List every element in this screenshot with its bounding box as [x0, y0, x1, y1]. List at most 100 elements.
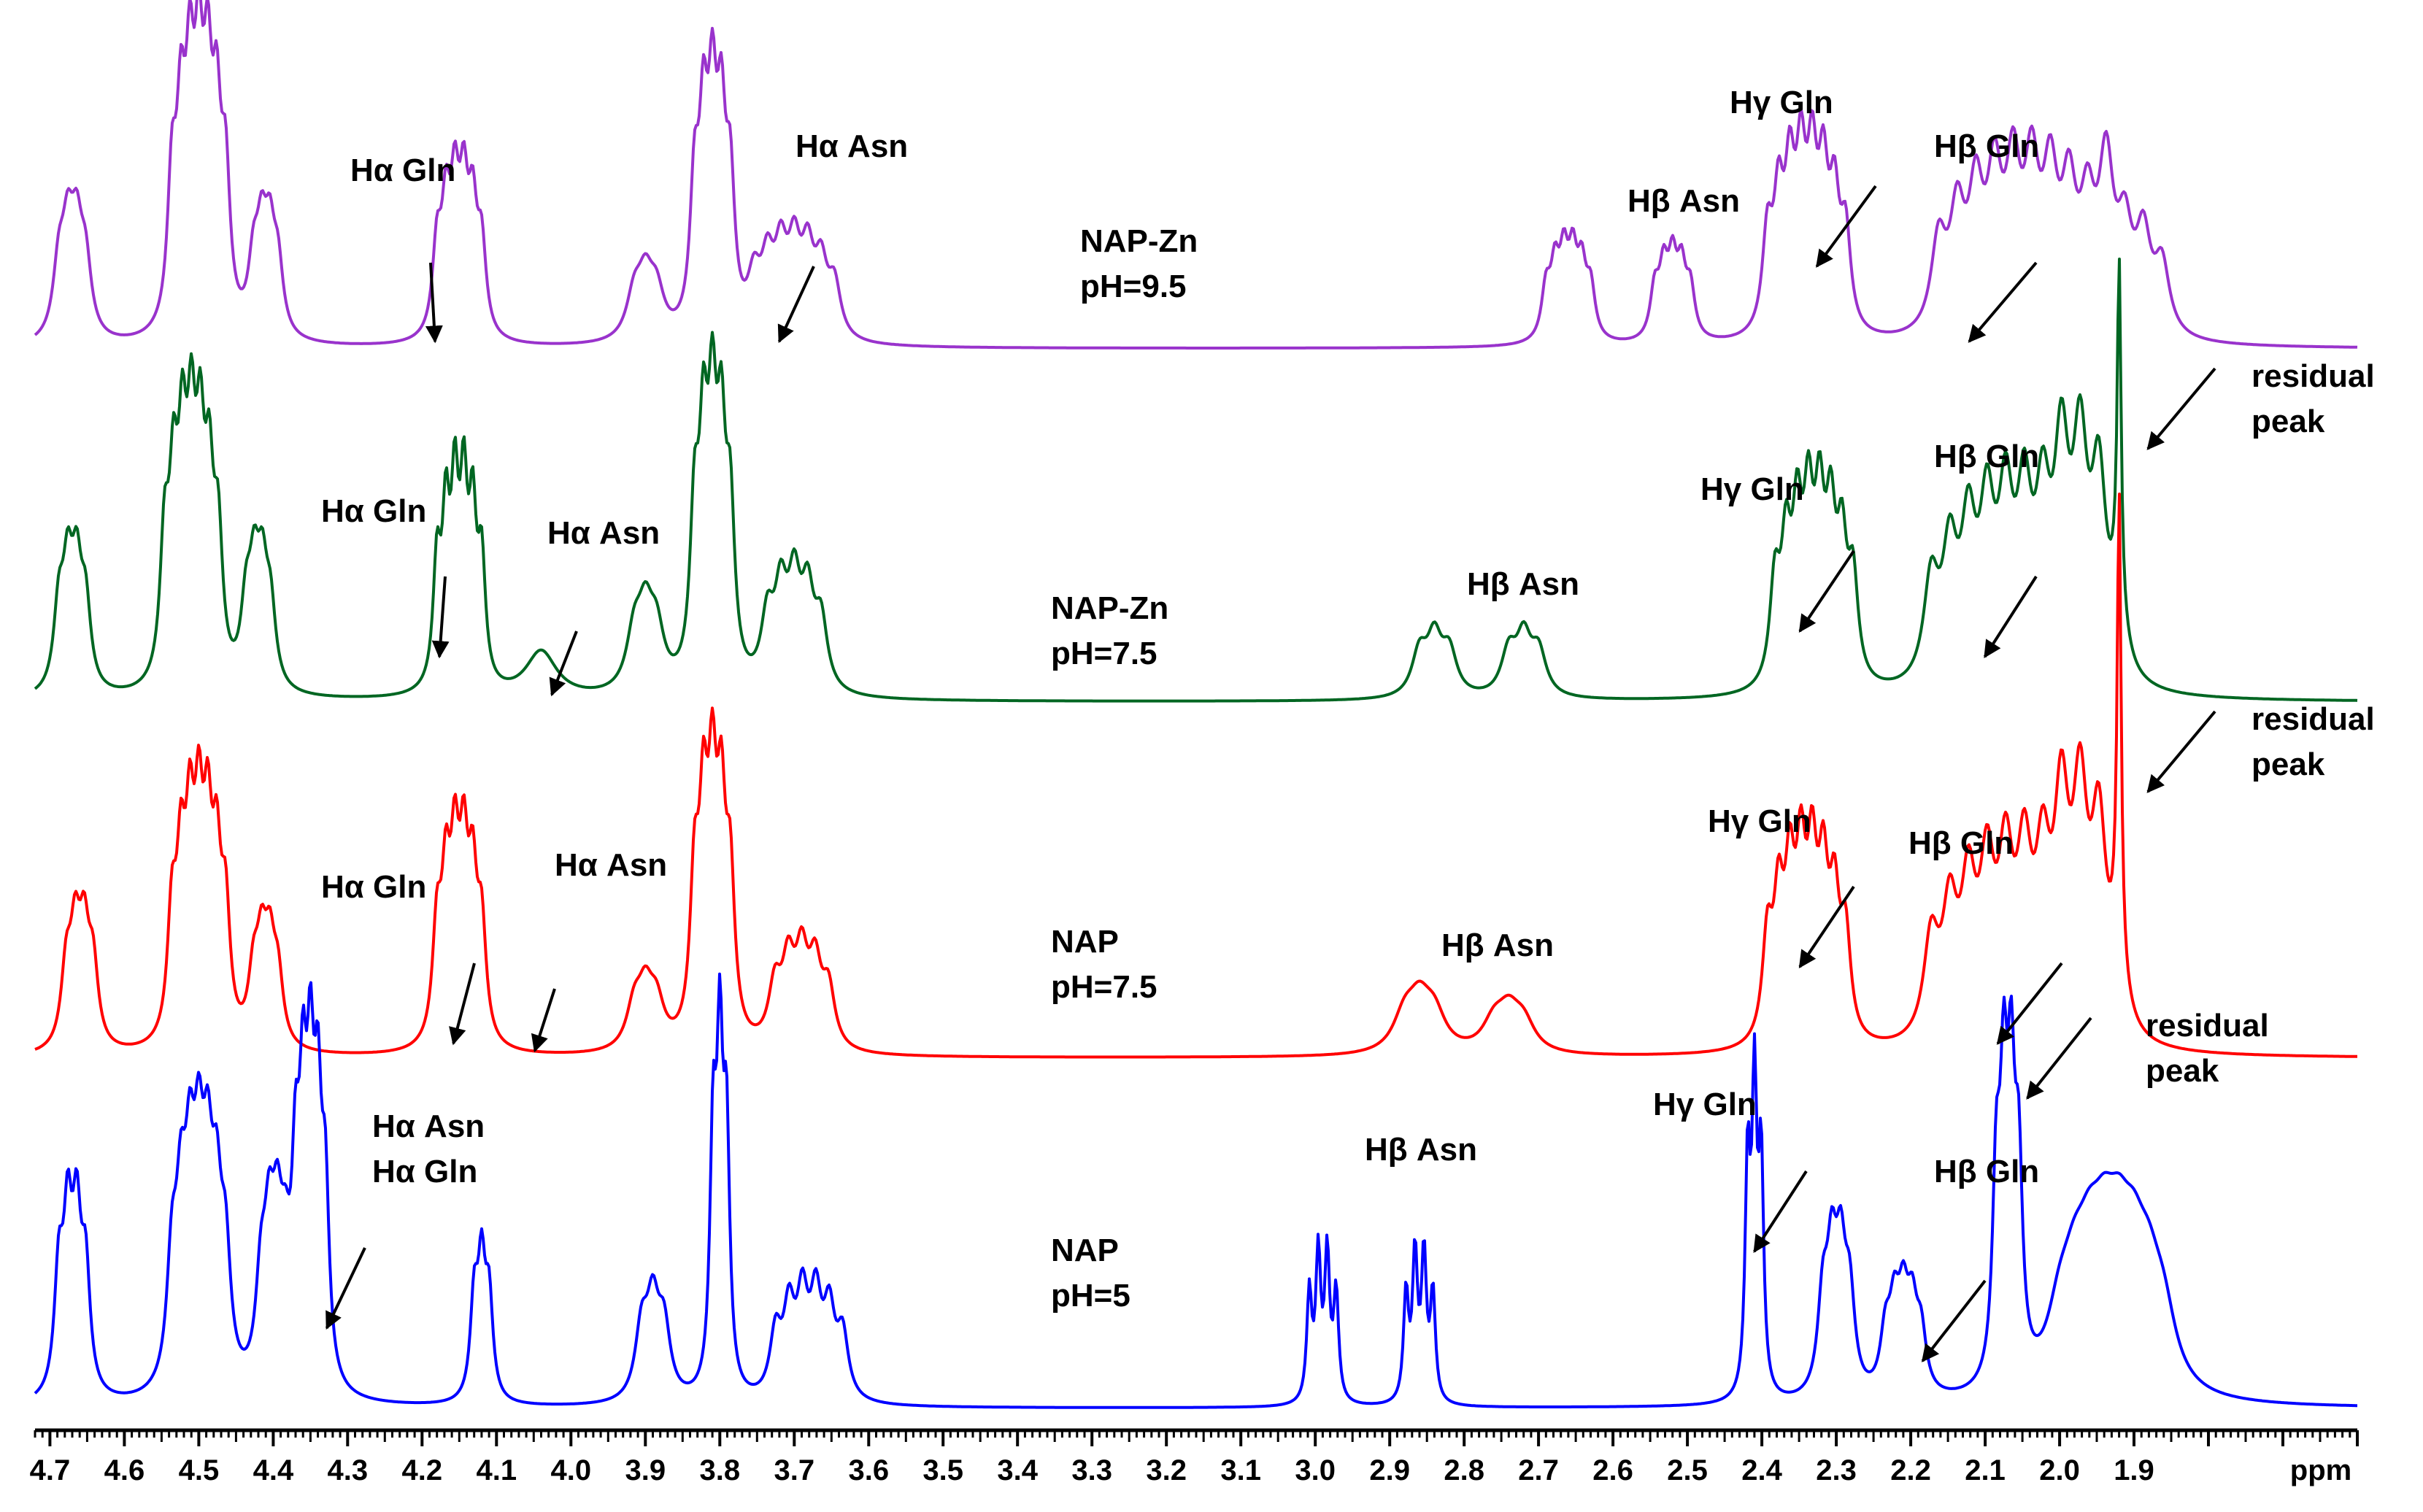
peak-annotation-line: Hβ Gln: [1934, 128, 2039, 164]
annotation-arrow: [549, 630, 578, 697]
spectra-layer: NAP-Zn pH=9.5 NAP-Zn pH=7.5 NAP pH=7.5 NAP pH=5: [34, 0, 2358, 1409]
peak-annotation-line: Hβ Gln: [1934, 439, 2039, 474]
x-tick-label: 1.9: [2114, 1454, 2154, 1486]
x-tick-label: 3.5: [922, 1454, 963, 1486]
trace-label-line: NAP-Zn: [1080, 223, 1198, 259]
x-tick-label: 3.0: [1295, 1454, 1336, 1486]
peak-annotation-line: Hβ Asn: [1365, 1132, 1477, 1168]
peak-annotation-line: peak: [2146, 1053, 2219, 1089]
x-tick-label: 3.7: [774, 1454, 814, 1486]
peak-annotation: Hβ Gln: [1934, 128, 2039, 164]
peak-annotation: residual peak: [2251, 358, 2375, 439]
peak-annotation-line: Hβ Gln: [1908, 825, 2014, 861]
peak-annotation-line: peak: [2251, 747, 2325, 782]
x-tick-label: 4.2: [401, 1454, 442, 1486]
peak-annotation: Hγ Gln: [1700, 471, 1804, 507]
annotation-arrow: [1798, 549, 1855, 633]
annotation-arrow: [2026, 1017, 2092, 1100]
peak-annotation-line: Hα Gln: [321, 869, 426, 905]
annotation-arrow: [531, 988, 556, 1053]
annotation-arrow: [325, 1247, 366, 1330]
spectrum-trace-2: [34, 258, 2358, 703]
x-tick-label: 2.5: [1667, 1454, 1708, 1486]
x-tick-label: 2.0: [2039, 1454, 2080, 1486]
annotation-arrow: [1968, 261, 2038, 343]
x-tick-label: 2.7: [1518, 1454, 1559, 1486]
trace-label-line: NAP: [1051, 924, 1119, 960]
x-tick-label: 3.4: [997, 1454, 1038, 1486]
peak-annotation-line: Hα Gln: [372, 1154, 477, 1189]
peak-annotation-line: Hγ Gln: [1700, 471, 1804, 507]
peak-annotation: Hβ Asn: [1467, 566, 1579, 602]
annotation-arrow: [449, 963, 476, 1046]
peak-annotation-line: peak: [2251, 404, 2325, 439]
peak-annotation-line: Hγ Gln: [1653, 1087, 1757, 1122]
peak-annotation: Hα Gln: [350, 153, 455, 188]
peak-annotation: Hγ Gln: [1708, 803, 1811, 839]
peak-annotation-line: Hα Asn: [796, 128, 908, 164]
x-tick-label: 2.1: [1965, 1454, 2006, 1486]
peak-annotation: Hγ Gln: [1653, 1087, 1757, 1122]
peak-annotation-line: Hα Asn: [547, 515, 660, 551]
annotation-arrow: [1798, 885, 1855, 968]
peak-annotation-line: residual: [2251, 358, 2375, 394]
peak-annotation-line: Hβ Asn: [1467, 566, 1579, 602]
trace-label-line: pH=7.5: [1051, 636, 1157, 671]
peak-annotation: residual peak: [2146, 1008, 2269, 1089]
x-tick-label: 4.3: [327, 1454, 368, 1486]
x-tick-label: 4.0: [550, 1454, 591, 1486]
peak-annotation: residual peak: [2251, 701, 2375, 782]
peak-annotation-line: residual: [2146, 1008, 2269, 1044]
x-tick-label: 2.2: [1890, 1454, 1931, 1486]
peak-annotation: Hβ Asn: [1441, 927, 1554, 963]
peak-annotation-line: Hα Gln: [350, 153, 455, 188]
x-tick-label: 2.6: [1592, 1454, 1633, 1486]
annotation-arrow: [777, 266, 815, 344]
annotation-arrow: [425, 262, 443, 344]
peak-annotation: Hβ Asn: [1365, 1132, 1477, 1168]
annotation-arrow: [431, 576, 450, 659]
peak-annotation-line: Hα Asn: [555, 847, 667, 883]
trace-label-line: pH=9.5: [1080, 269, 1187, 304]
x-tick-label: 4.6: [104, 1454, 145, 1486]
peak-annotation: Hβ Asn: [1627, 183, 1740, 219]
peak-annotation: Hα Gln: [321, 869, 426, 905]
peak-annotation-line: Hβ Gln: [1934, 1154, 2039, 1189]
peak-annotation-line: Hβ Asn: [1627, 183, 1740, 219]
peak-annotation-line: Hγ Gln: [1708, 803, 1811, 839]
x-tick-label: 2.9: [1369, 1454, 1410, 1486]
peak-annotation-line: Hα Asn: [372, 1108, 485, 1144]
trace-label-4: NAP pH=5: [1051, 1233, 1130, 1314]
spectrum-trace-4: [34, 972, 2357, 1409]
peak-annotation: Hβ Gln: [1934, 1154, 2039, 1189]
annotation-arrow: [1753, 1170, 1808, 1254]
trace-label-2: NAP-Zn pH=7.5: [1051, 590, 1168, 671]
peak-annotation: Hα Asn: [555, 847, 667, 883]
peak-annotation: Hα Asn: [796, 128, 908, 164]
x-tick-label: 4.4: [253, 1454, 294, 1486]
annotation-arrow: [2146, 367, 2216, 450]
annotation-arrow: [1921, 1279, 1987, 1362]
peak-annotation: Hβ Gln: [1908, 825, 2014, 861]
trace-label-line: pH=7.5: [1051, 969, 1157, 1005]
peak-annotation-line: residual: [2251, 701, 2375, 737]
x-tick-label: 2.8: [1444, 1454, 1484, 1486]
peak-annotation: Hβ Gln: [1934, 439, 2039, 474]
peak-annotation: Hα Asn: [547, 515, 660, 551]
x-axis-unit-label: ppm: [2290, 1454, 2351, 1486]
peak-annotation-line: Hγ Gln: [1730, 85, 1833, 120]
x-tick-label: 3.3: [1071, 1454, 1112, 1486]
x-tick-label: 2.4: [1741, 1454, 1782, 1486]
peak-annotation: Hγ Gln: [1730, 85, 1833, 120]
spectrum-trace-1: [34, 0, 2358, 350]
trace-label-3: NAP pH=7.5: [1051, 924, 1157, 1005]
peak-annotation-line: Hβ Asn: [1441, 927, 1554, 963]
peak-annotation: Hα Asn Hα Gln: [372, 1108, 485, 1189]
x-tick-label: 4.1: [476, 1454, 517, 1486]
annotation-arrow: [1996, 962, 2063, 1045]
x-tick-label: 3.6: [848, 1454, 889, 1486]
x-tick-label: 3.2: [1146, 1454, 1187, 1486]
x-tick-label: 4.7: [30, 1454, 71, 1486]
